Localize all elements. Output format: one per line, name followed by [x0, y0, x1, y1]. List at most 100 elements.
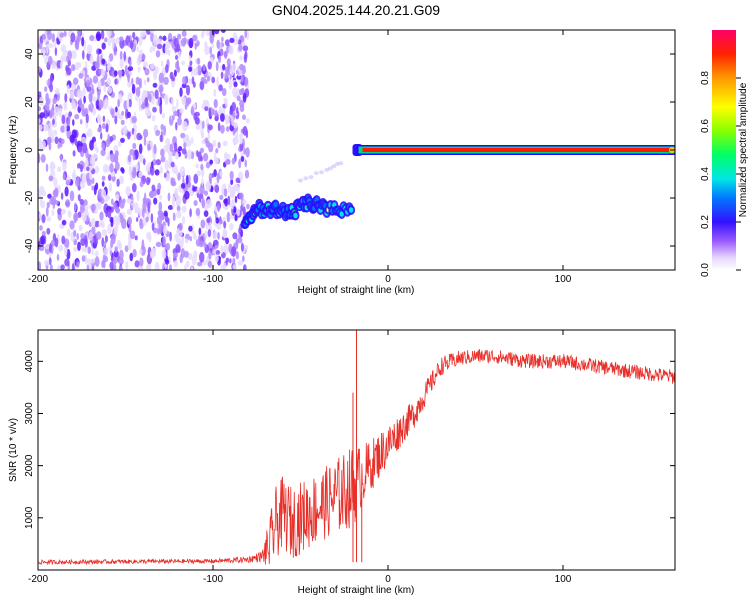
noise-speckle — [129, 60, 132, 67]
noise-speckle — [176, 33, 182, 40]
carrier-core — [348, 207, 354, 213]
noise-speckle — [73, 202, 77, 211]
noise-speckle — [224, 72, 229, 79]
noise-speckle — [131, 116, 137, 124]
noise-speckle — [244, 30, 247, 38]
noise-speckle — [57, 166, 61, 173]
noise-speckle — [227, 195, 231, 206]
noise-speckle — [209, 33, 214, 44]
noise-speckle — [188, 225, 193, 232]
noise-speckle — [205, 180, 212, 192]
noise-speckle — [69, 134, 75, 143]
noise-speckle — [80, 164, 83, 173]
noise-speckle — [138, 171, 143, 178]
noise-speckle — [207, 133, 211, 141]
noise-speckle — [208, 143, 214, 153]
noise-speckle — [88, 91, 93, 102]
noise-speckle — [86, 258, 91, 265]
noise-speckle — [81, 36, 85, 47]
noise-speckle — [178, 112, 182, 119]
noise-speckle — [50, 195, 57, 205]
noise-speckle — [120, 119, 125, 125]
noise-speckle — [105, 123, 109, 133]
noise-speckle — [51, 33, 55, 43]
noise-speckle — [142, 208, 145, 218]
noise-speckle — [138, 143, 143, 155]
noise-speckle — [58, 107, 63, 118]
noise-speckle — [85, 113, 89, 124]
noise-speckle — [138, 152, 142, 163]
noise-speckle — [38, 42, 43, 50]
noise-speckle — [78, 72, 84, 79]
noise-speckle — [59, 32, 65, 38]
carrier-core — [273, 201, 278, 208]
noise-speckle — [202, 120, 205, 130]
noise-speckle — [201, 198, 206, 209]
noise-speckle — [232, 232, 238, 240]
noise-speckle — [223, 244, 229, 255]
noise-speckle — [246, 203, 250, 210]
noise-speckle — [151, 115, 156, 122]
noise-speckle — [66, 248, 71, 260]
noise-speckle — [204, 230, 208, 239]
noise-speckle — [179, 254, 183, 264]
noise-speckle — [106, 77, 112, 85]
noise-speckle — [112, 202, 117, 210]
noise-speckle — [242, 206, 246, 216]
noise-speckle — [217, 122, 221, 132]
noise-speckle — [235, 131, 239, 140]
noise-speckle — [181, 83, 187, 89]
noise-speckle — [64, 93, 68, 103]
noise-speckle — [129, 230, 136, 240]
noise-speckle — [225, 126, 230, 132]
noise-speckle — [197, 261, 203, 267]
noise-speckle — [202, 30, 205, 37]
noise-speckle — [91, 250, 94, 256]
noise-speckle — [205, 161, 211, 169]
noise-speckle — [175, 121, 178, 131]
noise-speckle — [195, 239, 201, 247]
noise-speckle — [191, 255, 197, 266]
noise-speckle — [199, 147, 205, 153]
noise-speckle — [233, 184, 239, 192]
noise-speckle — [154, 124, 158, 131]
noise-speckle — [96, 201, 102, 210]
noise-speckle — [100, 189, 107, 199]
noise-speckle — [173, 69, 177, 77]
noise-speckle — [187, 252, 193, 260]
noise-speckle — [68, 111, 73, 117]
noise-speckle — [89, 165, 93, 171]
noise-speckle — [75, 61, 80, 71]
y-tick-label: 20 — [24, 96, 35, 108]
noise-speckle — [167, 192, 171, 202]
noise-speckle — [83, 95, 86, 104]
x-tick-label: 0 — [385, 574, 391, 585]
noise-speckle — [232, 257, 236, 265]
noise-speckle — [145, 216, 149, 223]
noise-speckle — [170, 161, 175, 168]
noise-speckle — [178, 222, 183, 231]
noise-speckle — [212, 139, 217, 147]
noise-speckle — [163, 172, 167, 178]
noise-speckle — [143, 158, 146, 166]
noise-speckle — [161, 112, 166, 119]
faint-streak — [298, 161, 344, 183]
x-tick-label: 100 — [555, 274, 572, 285]
carrier-core — [339, 211, 344, 217]
noise-speckle — [46, 201, 50, 209]
noise-speckle — [61, 235, 66, 245]
noise-speckle — [215, 250, 221, 255]
noise-speckle — [202, 259, 207, 266]
noise-speckle — [104, 235, 108, 243]
noise-speckle — [196, 187, 199, 194]
noise-speckle — [160, 123, 164, 131]
noise-speckle — [45, 206, 49, 217]
noise-speckle — [152, 69, 158, 80]
noise-speckle — [155, 129, 161, 136]
noise-speckle — [239, 142, 244, 151]
noise-speckle — [136, 46, 139, 53]
noise-speckle — [46, 136, 52, 144]
noise-speckle — [54, 47, 58, 56]
noise-speckle — [239, 63, 245, 71]
